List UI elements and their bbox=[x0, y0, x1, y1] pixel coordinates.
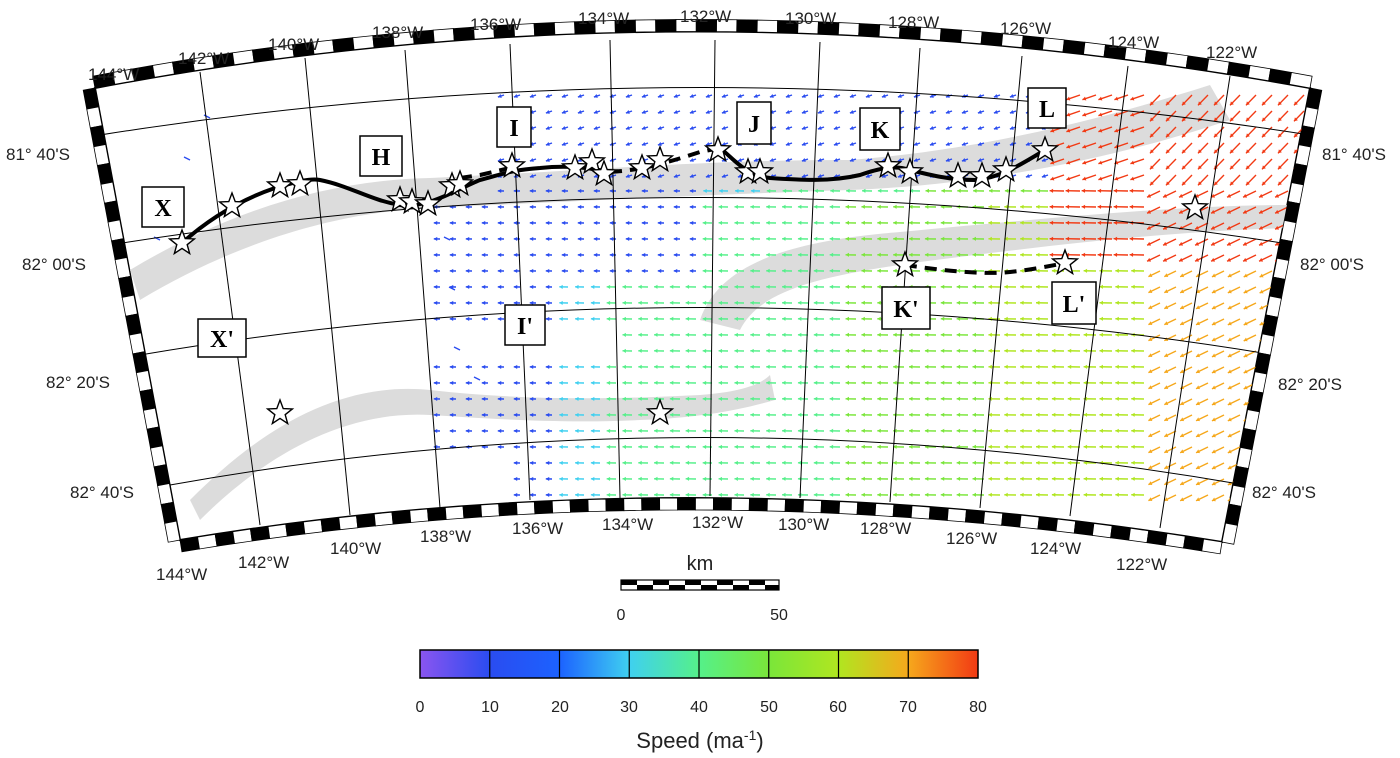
star-marker bbox=[445, 169, 475, 197]
scalebar-title: km bbox=[687, 553, 714, 575]
colorbar-ticks bbox=[489, 650, 909, 678]
star-marker bbox=[745, 157, 775, 185]
lat-left-2: 82° 20'S bbox=[46, 373, 110, 392]
lon-top-8: 128°W bbox=[888, 13, 939, 32]
lon-top-11: 122°W bbox=[1206, 43, 1257, 62]
lon-bottom-8: 128°W bbox=[860, 519, 911, 538]
star-marker bbox=[645, 398, 675, 426]
lon-bottom-0: 144°W bbox=[156, 565, 207, 584]
star-marker bbox=[167, 228, 197, 256]
star-marker bbox=[1180, 193, 1210, 221]
star-marker bbox=[873, 151, 903, 179]
star-marker bbox=[285, 169, 315, 197]
star-marker bbox=[1030, 135, 1060, 163]
lon-bottom-9: 126°W bbox=[946, 529, 997, 548]
lat-right-1: 82° 00'S bbox=[1300, 255, 1364, 274]
cb-tick-7: 70 bbox=[899, 699, 917, 716]
label-K: K bbox=[871, 118, 890, 144]
lon-top-10: 124°W bbox=[1108, 33, 1159, 52]
graticule-meridians bbox=[199, 39, 1231, 529]
star-marker bbox=[497, 151, 527, 179]
star-marker bbox=[413, 189, 443, 217]
star-marker bbox=[627, 153, 657, 181]
shear-margin-south bbox=[190, 375, 775, 520]
section-labels: X H I J K L X' I' K' L' bbox=[141, 87, 1097, 358]
lat-right-2: 82° 20'S bbox=[1278, 375, 1342, 394]
label-X-prime: X' bbox=[210, 327, 234, 353]
lon-top-5: 134°W bbox=[578, 9, 629, 28]
star-marker bbox=[560, 153, 590, 181]
shear-margin-north bbox=[130, 85, 1230, 300]
flowline-dashed-1 bbox=[459, 166, 511, 180]
cb-tick-3: 30 bbox=[620, 699, 638, 716]
lat-left-3: 82° 40'S bbox=[70, 483, 134, 502]
lat-left-0: 81° 40'S bbox=[6, 145, 70, 164]
latitude-labels-left: 81° 40'S 82° 00'S 82° 20'S 82° 40'S bbox=[6, 145, 134, 502]
lon-top-0: 144°W bbox=[88, 65, 139, 84]
lat-right-3: 82° 40'S bbox=[1252, 483, 1316, 502]
lon-bottom-11: 122°W bbox=[1116, 555, 1167, 574]
star-marker bbox=[217, 191, 247, 219]
star-marker bbox=[265, 398, 295, 426]
star-marker bbox=[577, 147, 607, 175]
cb-tick-0: 0 bbox=[416, 699, 425, 716]
flowline-dashed-K-L bbox=[904, 261, 1066, 275]
label-L-prime: L' bbox=[1063, 292, 1086, 318]
label-X: X bbox=[154, 196, 172, 222]
star-marker bbox=[645, 145, 675, 173]
stars-layer bbox=[167, 135, 1210, 426]
star-marker bbox=[703, 135, 733, 163]
label-I: I bbox=[509, 116, 518, 142]
lon-bottom-2: 140°W bbox=[330, 539, 381, 558]
latitude-labels-right: 81° 40'S 82° 00'S 82° 20'S 82° 40'S bbox=[1252, 145, 1386, 502]
lon-top-6: 132°W bbox=[680, 7, 731, 26]
star-marker bbox=[943, 161, 973, 189]
lon-bottom-1: 142°W bbox=[238, 553, 289, 572]
star-marker bbox=[589, 159, 619, 187]
scale-bar: km 0 50 bbox=[617, 553, 788, 624]
lat-left-1: 82° 00'S bbox=[22, 255, 86, 274]
longitude-labels-bottom: 144°W 142°W 140°W 138°W 136°W 134°W 132°… bbox=[156, 513, 1167, 584]
lon-top-4: 136°W bbox=[470, 15, 521, 34]
colorbar-title: Speed (ma-1) bbox=[636, 727, 763, 753]
star-marker bbox=[397, 187, 427, 215]
shear-margin-central bbox=[700, 205, 1295, 330]
star-marker bbox=[1050, 248, 1080, 276]
lon-bottom-4: 136°W bbox=[512, 519, 563, 538]
lon-bottom-10: 124°W bbox=[1030, 539, 1081, 558]
star-marker bbox=[991, 155, 1021, 183]
lon-top-9: 126°W bbox=[1000, 19, 1051, 38]
cb-tick-2: 20 bbox=[551, 699, 569, 716]
label-J: J bbox=[748, 112, 760, 138]
cb-tick-6: 60 bbox=[829, 699, 847, 716]
map-frame-border bbox=[82, 19, 1323, 555]
label-K-prime: K' bbox=[893, 297, 918, 323]
lon-bottom-7: 130°W bbox=[778, 515, 829, 534]
star-marker bbox=[895, 157, 925, 185]
lon-top-1: 142°W bbox=[178, 49, 229, 68]
colorbar: 0 10 20 30 40 50 60 70 80 Speed (ma-1) bbox=[416, 649, 987, 753]
label-I-prime: I' bbox=[517, 314, 533, 340]
star-marker bbox=[967, 161, 997, 189]
lat-right-0: 81° 40'S bbox=[1322, 145, 1386, 164]
lon-top-3: 138°W bbox=[372, 23, 423, 42]
scalebar-max: 50 bbox=[770, 607, 788, 624]
cb-tick-8: 80 bbox=[969, 699, 987, 716]
cb-tick-1: 10 bbox=[481, 699, 499, 716]
lon-bottom-5: 134°W bbox=[602, 515, 653, 534]
longitude-labels-top: 144°W 142°W 140°W 138°W 136°W 134°W 132°… bbox=[88, 7, 1257, 84]
label-H: H bbox=[372, 145, 391, 171]
lon-bottom-3: 138°W bbox=[420, 527, 471, 546]
lon-top-7: 130°W bbox=[785, 9, 836, 28]
lon-bottom-6: 132°W bbox=[692, 513, 743, 532]
label-L: L bbox=[1039, 97, 1055, 123]
scalebar-min: 0 bbox=[617, 607, 626, 624]
cb-tick-5: 50 bbox=[760, 699, 778, 716]
star-marker bbox=[890, 250, 920, 278]
cb-tick-4: 40 bbox=[690, 699, 708, 716]
graticule-parallels bbox=[99, 87, 1310, 486]
lon-top-2: 140°W bbox=[268, 35, 319, 54]
